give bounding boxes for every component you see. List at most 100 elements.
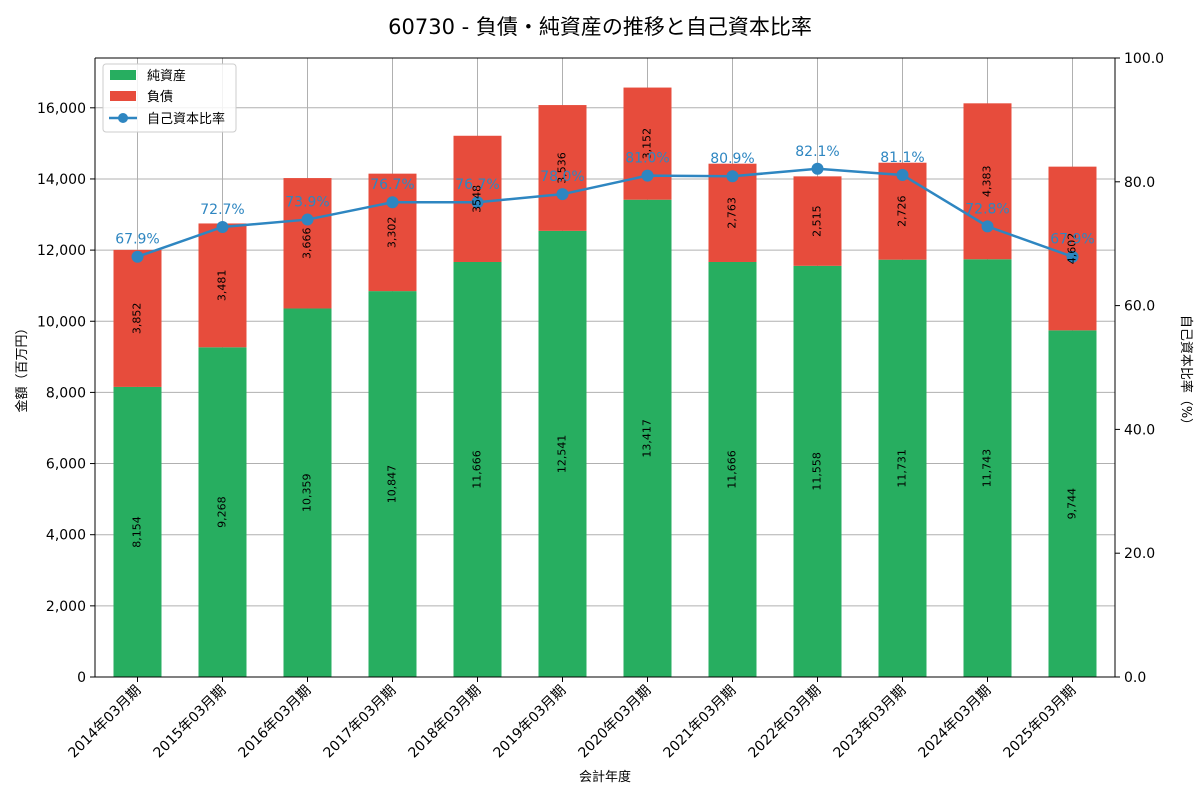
bar-net-assets [793, 265, 842, 677]
ratio-label: 67.9% [115, 232, 159, 248]
x-tick-label: 2014年03月期 [66, 683, 145, 762]
ratio-label: 76.7% [455, 177, 499, 193]
ratio-point [131, 250, 144, 263]
ratio-point [726, 170, 739, 183]
bar-liabilities [538, 105, 587, 231]
y-tick-label: 14,000 [37, 172, 86, 188]
ratio-point [556, 188, 569, 201]
bar-label-net-assets: 12,541 [556, 435, 569, 474]
y-tick-label: 16,000 [37, 101, 86, 117]
legend-box [102, 63, 237, 133]
bar-label-liabilities: 2,515 [811, 205, 824, 237]
y-tick-label: 4,000 [46, 528, 86, 544]
x-tick-label: 2021年03月期 [661, 683, 740, 762]
bar-label-net-assets: 10,847 [386, 465, 399, 504]
bar-label-net-assets: 11,731 [896, 449, 909, 488]
bar-label-net-assets: 11,558 [811, 452, 824, 491]
legend-label-liabilities: 負債 [147, 90, 173, 105]
bar-net-assets [368, 291, 417, 677]
ratio-point [216, 220, 229, 233]
y-tick-label: 8,000 [46, 385, 86, 401]
ratio-label: 76.7% [370, 177, 414, 193]
bar-label-liabilities: 3,302 [386, 217, 399, 249]
x-tick-label: 2019年03月期 [491, 683, 570, 762]
ratio-point [301, 213, 314, 226]
bar-liabilities [198, 223, 247, 348]
bar-net-assets [538, 230, 587, 677]
bar-label-net-assets: 13,417 [641, 419, 654, 458]
bar-liabilities [113, 249, 162, 387]
bar-label-liabilities: 3548 [471, 185, 484, 213]
ratio-label: 72.7% [200, 202, 244, 218]
bar-net-assets [878, 259, 927, 677]
bar-liabilities [793, 176, 842, 266]
bar-net-assets [283, 308, 332, 677]
bar-net-assets [963, 259, 1012, 677]
ratio-line [137, 167, 1073, 258]
x-axis-title: 会計年度 [579, 769, 631, 785]
y2-tick-label: 40.0 [1124, 422, 1155, 438]
gridlines [95, 58, 1115, 678]
bar-label-liabilities: 3,152 [641, 128, 654, 160]
bar-label-liabilities: 3,852 [131, 303, 144, 335]
legend-label-ratio: 自己資本比率 [147, 111, 225, 127]
x-tick-label: 2017年03月期 [321, 683, 400, 762]
bar-label-net-assets: 11,666 [471, 450, 484, 489]
y-tick-label: 2,000 [46, 599, 86, 615]
ratio-point [471, 196, 484, 209]
ratio-line-group [131, 162, 1079, 263]
x-tick-label: 2025年03月期 [1001, 683, 1080, 762]
ratio-label: 78.0% [540, 169, 584, 185]
ratio-point [981, 220, 994, 233]
ratio-point [1066, 250, 1079, 263]
bar-net-assets [113, 386, 162, 677]
y2-tick-label: 80.0 [1124, 175, 1155, 191]
x-tick-label: 2016年03月期 [236, 683, 315, 762]
ratio-label: 67.9% [1050, 232, 1094, 248]
data-labels: 8,154 3,852 9,268 3,481 10,359 3,666 10,847 3,3… [115, 128, 1094, 548]
bar-net-assets [708, 261, 757, 677]
x-tick-label: 2018年03月期 [406, 683, 485, 762]
legend-swatch-ratio-marker [118, 113, 128, 123]
y-axis-title: 金額（百万円） [14, 321, 30, 412]
bar-net-assets [1048, 330, 1097, 677]
y2-tick-label: 0.0 [1124, 670, 1146, 686]
bar-net-assets [453, 261, 502, 677]
bar-net-assets [198, 347, 247, 677]
bar-label-liabilities: 2,763 [726, 197, 739, 229]
x-tick-label: 2024年03月期 [916, 683, 995, 762]
ratio-point [896, 168, 909, 181]
ratio-point [811, 162, 824, 175]
ratio-label: 80.9% [710, 151, 754, 167]
x-tick-label: 2015年03月期 [151, 683, 230, 762]
y2-tick-label: 100.0 [1124, 51, 1164, 67]
y-tick-label: 12,000 [37, 243, 86, 259]
bar-label-net-assets: 11,743 [981, 449, 994, 488]
legend-swatch-net-assets [110, 70, 136, 80]
bar-liabilities [283, 178, 332, 309]
bar-label-liabilities: 3,481 [216, 270, 229, 302]
bars [113, 87, 1097, 677]
x-tick-label: 2022年03月期 [746, 683, 825, 762]
ratio-label: 72.8% [965, 201, 1009, 217]
bar-label-net-assets: 8,154 [131, 516, 144, 548]
y2-axis-title: 自己資本比率（%） [1178, 315, 1194, 431]
ratio-label: 81.0% [625, 151, 669, 167]
y-tick-label: 0 [77, 670, 86, 686]
y2-tick-label: 60.0 [1124, 299, 1155, 315]
bar-label-net-assets: 9,268 [216, 496, 229, 528]
bar-label-net-assets: 10,359 [301, 473, 314, 512]
ratio-point [386, 196, 399, 209]
bar-label-liabilities: 4,383 [981, 166, 994, 198]
y2-tick-label: 20.0 [1124, 546, 1155, 562]
bar-liabilities [368, 173, 417, 292]
bar-net-assets [623, 199, 672, 677]
ratio-label: 81.1% [880, 150, 924, 166]
bar-label-liabilities: 3,536 [556, 152, 569, 184]
ratio-point [641, 169, 654, 182]
bar-label-liabilities: 3,666 [301, 228, 314, 260]
y-tick-label: 6,000 [46, 457, 86, 473]
